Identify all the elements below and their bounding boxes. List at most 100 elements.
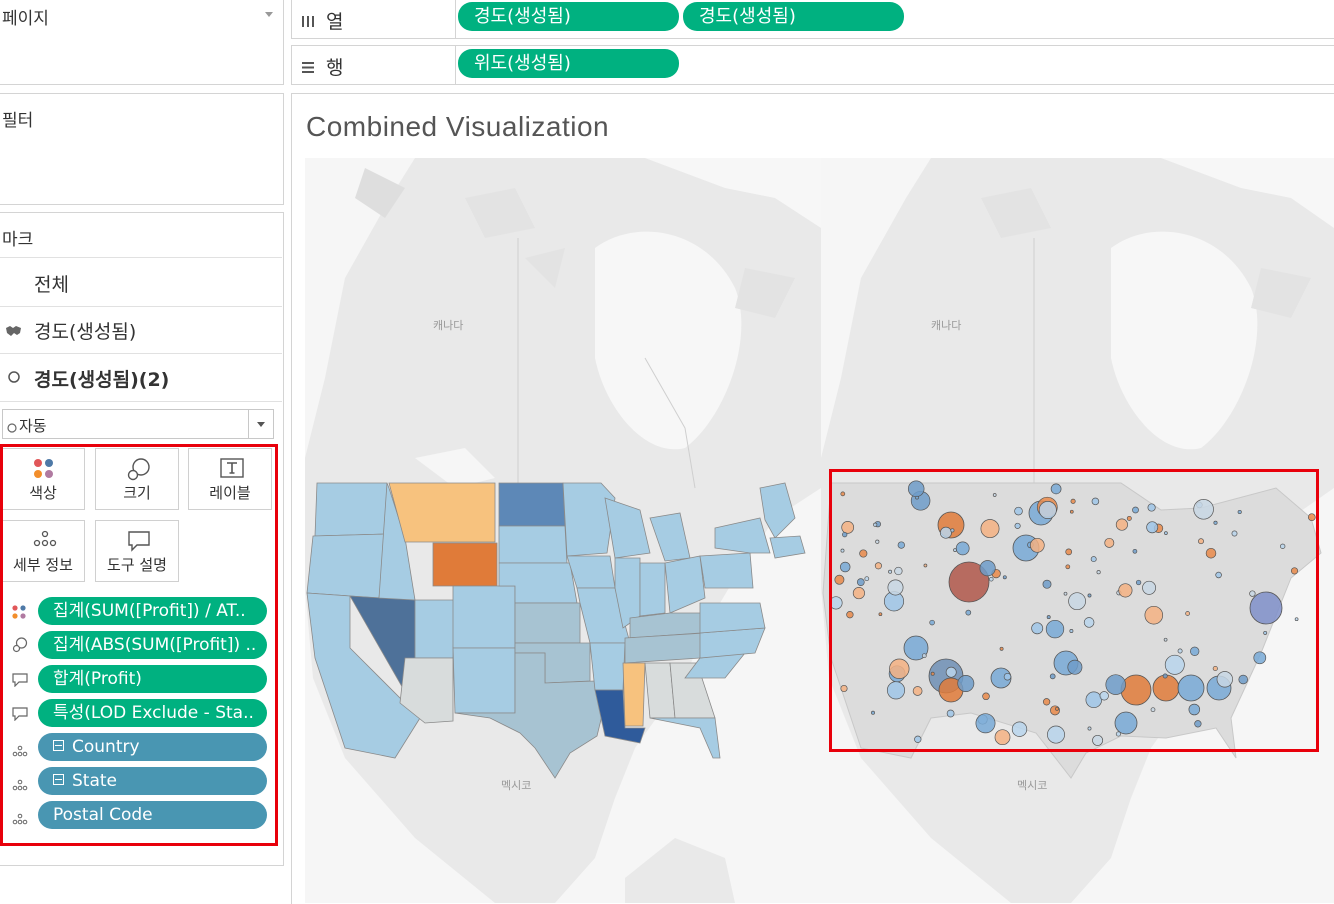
profit-bubble[interactable] <box>842 531 848 538</box>
profit-bubble[interactable] <box>1068 592 1086 611</box>
profit-bubble[interactable] <box>1164 654 1185 675</box>
field-pill-country[interactable]: Country <box>38 733 267 761</box>
profit-bubble[interactable] <box>950 528 955 533</box>
profit-bubble[interactable] <box>1014 506 1023 516</box>
label-button[interactable]: 레이블 <box>188 448 272 510</box>
state-indiana[interactable] <box>639 562 666 617</box>
profit-bubble[interactable] <box>1104 537 1115 548</box>
profit-bubble[interactable] <box>1290 567 1299 575</box>
profit-bubble[interactable] <box>1105 674 1126 695</box>
state-minnesota[interactable] <box>562 482 616 557</box>
state-maine[interactable] <box>759 482 796 539</box>
profit-bubble[interactable] <box>1193 499 1214 520</box>
profit-bubble[interactable] <box>1213 520 1218 525</box>
marks-tab-all[interactable]: 전체 <box>0 257 282 307</box>
profit-bubble[interactable] <box>1055 706 1059 711</box>
state-tennessee[interactable] <box>624 632 706 664</box>
profit-bubble[interactable] <box>1031 622 1044 635</box>
state-oregon[interactable] <box>306 533 388 599</box>
mark-type-dropdown[interactable]: 자동 <box>2 409 274 439</box>
state-california[interactable] <box>306 592 421 759</box>
field-pill-postal-code[interactable]: Postal Code <box>38 801 267 829</box>
profit-bubble[interactable] <box>1249 591 1283 625</box>
state-south-dakota[interactable] <box>498 525 568 564</box>
profit-bubble[interactable] <box>1135 579 1142 586</box>
profit-bubble[interactable] <box>1042 698 1051 706</box>
profit-bubble[interactable] <box>897 541 905 549</box>
profit-bubble[interactable] <box>992 493 997 497</box>
profit-bubble[interactable] <box>834 574 845 585</box>
profit-bubble[interactable] <box>1083 617 1095 628</box>
profit-bubble[interactable] <box>1190 646 1200 656</box>
marks-tab-longitude[interactable]: 경도(생성됨) <box>0 305 282 354</box>
profit-bubble[interactable] <box>1029 537 1045 553</box>
profit-bubble[interactable] <box>1215 571 1222 579</box>
chevron-down-icon[interactable] <box>248 410 273 438</box>
profit-bubble[interactable] <box>889 658 910 679</box>
profit-bubble[interactable] <box>875 539 880 544</box>
color-button[interactable]: 색상 <box>1 448 85 510</box>
profit-bubble[interactable] <box>957 675 975 692</box>
profit-bubble[interactable] <box>1047 725 1065 744</box>
profit-bubble[interactable] <box>1090 556 1097 563</box>
profit-bubble[interactable] <box>1280 543 1286 549</box>
profit-bubble[interactable] <box>1194 720 1202 728</box>
profit-bubble[interactable] <box>1126 515 1132 521</box>
state-colorado[interactable] <box>452 585 516 649</box>
profit-bubble[interactable] <box>946 709 955 718</box>
profit-bubble[interactable] <box>1065 548 1073 556</box>
rows-pill-latitude[interactable]: 위도(생성됨) <box>458 49 679 78</box>
profit-bubble[interactable] <box>1237 509 1242 515</box>
profit-bubble[interactable] <box>923 563 928 568</box>
state-pennsylvania[interactable] <box>699 552 754 589</box>
size-button[interactable]: 크기 <box>95 448 179 510</box>
profit-bubble[interactable] <box>841 521 855 534</box>
profit-bubble[interactable] <box>1069 509 1074 514</box>
profit-bubble[interactable] <box>939 526 952 539</box>
profit-bubble[interactable] <box>1038 501 1057 519</box>
profit-bubble[interactable] <box>1177 648 1183 654</box>
profit-bubble[interactable] <box>1092 734 1104 746</box>
state-florida[interactable] <box>649 717 721 759</box>
profit-bubble[interactable] <box>1118 583 1133 598</box>
profit-bubble[interactable] <box>839 561 851 573</box>
field-pill-tooltip-profit[interactable]: 합계(Profit) <box>38 665 267 693</box>
state-washington[interactable] <box>314 482 388 537</box>
profit-bubble[interactable] <box>979 560 996 577</box>
columns-pill-longitude[interactable]: 경도(생성됨) <box>458 2 679 31</box>
profit-bubble[interactable] <box>980 519 1000 539</box>
profit-bubble[interactable] <box>929 619 935 626</box>
profit-bubble[interactable] <box>894 566 903 576</box>
profit-bubble[interactable] <box>1263 630 1268 635</box>
profit-bubble[interactable] <box>1115 518 1128 531</box>
profit-bubble[interactable] <box>840 684 848 693</box>
profit-bubble[interactable] <box>864 576 870 582</box>
profit-bubble[interactable] <box>1085 691 1103 709</box>
profit-bubble[interactable] <box>1070 498 1076 504</box>
profit-bubble[interactable] <box>1238 674 1248 685</box>
state-arkansas[interactable] <box>589 642 626 691</box>
profit-bubble[interactable] <box>874 562 882 570</box>
detail-button[interactable]: 세부 정보 <box>1 520 85 582</box>
profit-bubble[interactable] <box>1198 538 1204 545</box>
profit-bubble[interactable] <box>1249 590 1256 597</box>
profit-bubble[interactable] <box>1096 570 1101 575</box>
profit-bubble[interactable] <box>1049 673 1056 680</box>
profit-bubble[interactable] <box>840 491 846 497</box>
profit-bubble[interactable] <box>1188 703 1201 716</box>
profit-bubble[interactable] <box>912 686 923 696</box>
state-idaho[interactable] <box>378 482 416 601</box>
profit-bubble[interactable] <box>1132 548 1138 554</box>
state-mississippi[interactable] <box>622 662 646 727</box>
profit-bubble[interactable] <box>930 671 935 676</box>
profit-bubble[interactable] <box>1002 575 1007 580</box>
pages-dropdown-caret-icon[interactable] <box>265 12 273 17</box>
state-arizona[interactable] <box>399 657 454 724</box>
state-massachusetts[interactable] <box>769 535 806 559</box>
profit-bubble[interactable] <box>1231 530 1238 537</box>
field-pill-tooltip-lod[interactable]: 특성(LOD Exclude - Sta.. <box>38 699 267 727</box>
profit-bubble[interactable] <box>1011 721 1028 737</box>
tooltip-button[interactable]: 도구 설명 <box>95 520 179 582</box>
profit-bubble[interactable] <box>1063 591 1068 596</box>
profit-bubble[interactable] <box>1163 637 1168 642</box>
